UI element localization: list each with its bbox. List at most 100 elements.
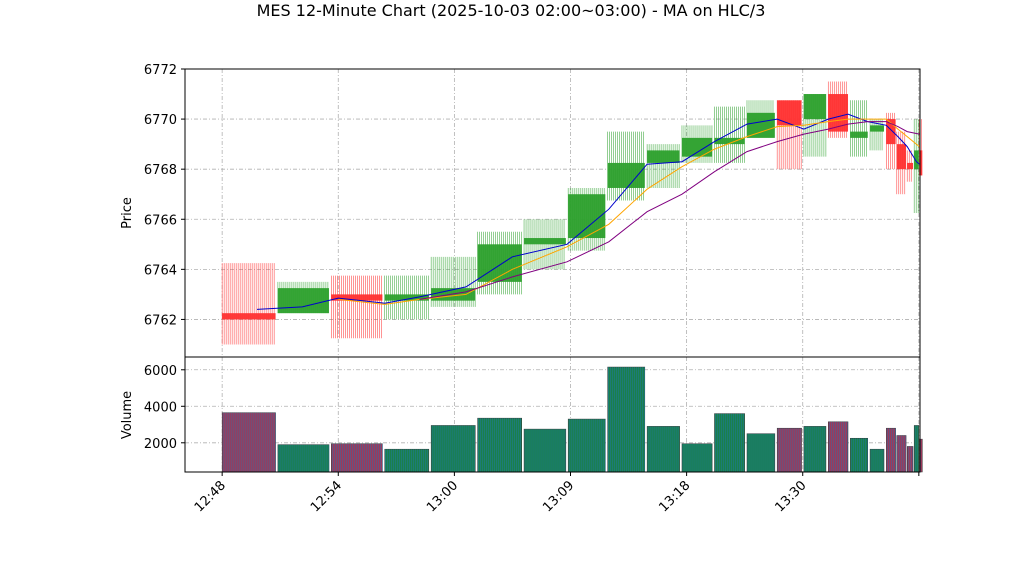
candle-up (913, 119, 919, 213)
volume-bars-layer (221, 366, 923, 473)
candle-up (277, 281, 329, 314)
volume-bar (869, 448, 885, 473)
price-y-axis-label: Price (120, 197, 135, 229)
candle-up (646, 144, 680, 188)
price-tick-label: 6768 (144, 163, 177, 178)
candles-layer (221, 81, 923, 345)
volume-bar-fill (896, 435, 907, 473)
x-tick-label: 12:54 (308, 478, 345, 515)
candle-up (384, 275, 430, 320)
price-tick-label: 6772 (144, 63, 177, 78)
candle-body (907, 162, 914, 170)
x-tick-label: 13:18 (656, 478, 693, 515)
candle-down (776, 100, 802, 170)
candle-body (222, 313, 276, 320)
volume-bar (384, 448, 430, 473)
volume-bar (477, 417, 522, 473)
volume-bar-fill (477, 417, 522, 473)
chart-title: MES 12-Minute Chart (2025-10-03 02:00~03… (257, 1, 766, 20)
volume-bar-fill (384, 448, 430, 473)
price-tick-label: 6764 (144, 263, 177, 278)
volume-bar (828, 421, 849, 473)
candle-up (746, 100, 775, 138)
volume-bar-fill (886, 427, 896, 473)
volume-panel-frame (184, 356, 921, 473)
volume-y-ticks: 2000 4000 6000 (144, 364, 185, 452)
candle-body (607, 162, 645, 188)
volume-bar (607, 366, 646, 473)
volume-bar (886, 427, 896, 473)
volume-tick-label: 2000 (144, 437, 177, 452)
volume-bar (277, 444, 330, 473)
volume-bar (714, 413, 745, 473)
x-tick-label: 13:09 (540, 478, 577, 515)
volume-bar (803, 426, 827, 473)
candle-body (896, 144, 907, 170)
x-tick-label: 13:00 (424, 478, 461, 515)
candle-up (681, 125, 713, 163)
volume-tick-label: 6000 (144, 364, 177, 379)
volume-bar (896, 435, 907, 473)
volume-bar (746, 433, 776, 473)
volume-bar (913, 425, 920, 473)
candle-down (919, 119, 923, 176)
candle-body (914, 150, 919, 170)
candle-up (430, 256, 476, 307)
volume-bar (567, 418, 606, 473)
price-tick-label: 6762 (144, 313, 177, 328)
candle-body (850, 131, 868, 138)
candle-body (886, 119, 896, 145)
volume-y-axis-label: Volume (120, 391, 135, 439)
candle-body (919, 150, 923, 176)
volume-bar (906, 446, 914, 473)
volume-bar-fill (746, 433, 776, 473)
volume-bar (850, 437, 868, 473)
candle-body (746, 112, 775, 138)
volume-bar-fill (331, 443, 383, 473)
volume-bar (430, 425, 476, 473)
candle-up (714, 106, 745, 163)
candle-up (523, 219, 566, 270)
candle-down (886, 112, 896, 170)
volume-bar (523, 428, 567, 473)
candle-body (803, 94, 826, 120)
volume-bar-fill (913, 425, 920, 473)
candle-down (827, 81, 849, 138)
candle-body (647, 150, 680, 163)
candle-up (850, 100, 868, 157)
candle-down (221, 263, 276, 345)
candle-body (384, 294, 429, 301)
volume-bar (221, 412, 276, 473)
candle-body (870, 125, 885, 132)
volume-bar-fill (567, 418, 606, 473)
candle-body (331, 294, 383, 301)
price-tick-label: 6770 (144, 113, 177, 128)
x-ticks: 12:48 12:54 13:00 13:09 13:18 13:30 (192, 472, 920, 515)
candle-body (524, 238, 566, 245)
volume-bar-fill (430, 425, 476, 473)
volume-bar (776, 427, 802, 473)
candle-body (714, 137, 745, 145)
price-tick-label: 6766 (144, 213, 177, 228)
candle-body (477, 244, 522, 282)
volume-bar (646, 426, 680, 473)
volume-bar (331, 443, 383, 473)
candle-body (277, 288, 329, 314)
candle-body (681, 137, 713, 157)
price-y-ticks: 6762 6764 6766 6768 6770 6772 (144, 63, 185, 328)
ma-lines-layer (256, 113, 920, 310)
x-tick-label: 13:30 (772, 478, 809, 515)
candle-body (828, 94, 849, 132)
volume-bar-fill (919, 438, 923, 473)
volume-tick-label: 4000 (144, 400, 177, 415)
x-tick-label: 12:48 (192, 478, 229, 515)
candle-down (906, 150, 914, 182)
candle-up (607, 131, 645, 201)
candle-up (567, 187, 606, 251)
ma-line-ma-slow (419, 121, 920, 300)
ma-line-ma-fast (256, 113, 920, 310)
volume-bar-fill (277, 444, 330, 473)
ma-line-ma-mid (338, 118, 920, 305)
candle-up (803, 94, 827, 157)
